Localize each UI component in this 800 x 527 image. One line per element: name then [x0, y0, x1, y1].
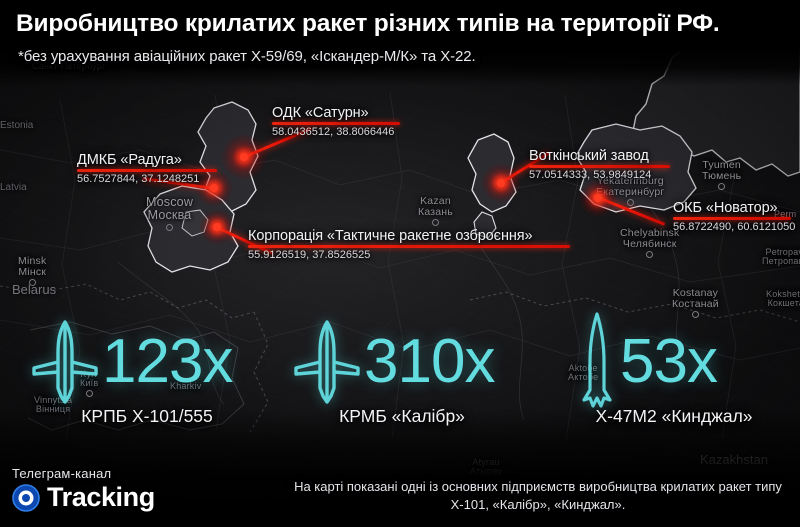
callout-coordinates: 57.0514333, 53.9849124 — [529, 169, 652, 181]
city-label: Kostanay Костанай — [672, 288, 719, 319]
callout-tactical[interactable]: Корпорація «Тактичне ракетне озброєння» … — [248, 228, 570, 261]
callout-raduga[interactable]: ДМКБ «Радуга» 56.7527844, 37.1248251 — [77, 152, 217, 185]
city-label: Kazan Казань — [418, 196, 453, 227]
city-label: Moscow Москва — [146, 196, 193, 231]
callout-votkinsk[interactable]: Воткінський завод 57.0514333, 53.9849124 — [529, 148, 670, 181]
callout-underline — [673, 217, 791, 220]
callout-underline — [77, 169, 217, 172]
city-label: Petropavl Петропавл — [762, 247, 800, 267]
tracking-eye-logo-icon — [12, 483, 40, 512]
callout-title: ДМКБ «Радуга» — [77, 152, 182, 168]
stat-kinzhal: 53x Х-47М2 «Кинджал» — [556, 312, 792, 428]
callout-title: ОДК «Сатурн» — [272, 105, 369, 121]
city-label: Yekaterinburg Екатеринбург — [596, 176, 664, 207]
callout-coordinates: 56.7527844, 37.1248251 — [77, 173, 200, 185]
telegram-channel-block[interactable]: Телеграм-канал Tracking — [12, 466, 155, 513]
footer-note: На карті показані одні із основних підпр… — [294, 479, 782, 512]
city-label: Aktobe Актобе — [568, 363, 599, 383]
telegram-channel-name: Tracking — [47, 482, 155, 512]
bottom-gradient-overlay — [0, 409, 800, 527]
stat-caption: КРПБ Х-101/555 — [81, 406, 213, 426]
city-label: Kokshetau Кокшетау — [766, 289, 800, 309]
cruise-missile-icon — [294, 320, 360, 404]
stat-kalibr: 310x КРМБ «Калібр» — [290, 318, 514, 428]
city-label: Perm — [774, 209, 797, 219]
callout-coordinates: 58.0436512, 38.8066446 — [272, 126, 395, 138]
top-gradient-overlay — [0, 0, 800, 86]
telegram-channel-label: Телеграм-канал — [12, 466, 112, 481]
city-label: Kharkiv — [170, 381, 202, 391]
city-label: Chelyabinsk Челябинск — [620, 228, 679, 259]
stat-kh101: 123x КРПБ Х-101/555 — [28, 318, 266, 428]
callout-title: ОКБ «Новатор» — [673, 200, 778, 216]
callout-saturn[interactable]: ОДК «Сатурн» 58.0436512, 38.8066446 — [272, 105, 400, 138]
city-label: Tyumen Тюмень — [702, 160, 741, 191]
region-label: Estonia — [0, 120, 34, 131]
stat-count: 310x — [364, 327, 495, 397]
callout-title: Воткінський завод — [529, 148, 649, 164]
statistics-row: 123x КРПБ Х-101/555 310x КРМБ «Калібр» — [0, 312, 800, 428]
stat-count: 53x — [620, 327, 718, 397]
callout-novator[interactable]: ОКБ «Новатор» 56.8722490, 60.6121050 — [673, 200, 795, 233]
callout-title: Корпорація «Тактичне ракетне озброєння» — [248, 228, 533, 244]
callout-underline — [529, 165, 670, 168]
callout-underline — [272, 122, 400, 125]
region-label: Belarus — [12, 282, 57, 297]
stat-count: 123x — [102, 327, 233, 397]
ballistic-missile-icon — [582, 312, 612, 408]
page-title: Виробництво крилатих ракет різних типів … — [16, 10, 720, 37]
page-subtitle: *без урахування авіаційних ракет Х-59/69… — [18, 48, 476, 65]
callout-underline — [248, 245, 570, 248]
callout-coordinates: 55.9126519, 37.8526525 — [248, 249, 371, 261]
callout-coordinates: 56.8722490, 60.6121050 — [673, 221, 796, 233]
city-label: Minsk Мінск — [18, 256, 46, 287]
cruise-missile-icon — [32, 320, 98, 404]
stat-caption: Х-47М2 «Кинджал» — [595, 406, 753, 426]
stat-caption: КРМБ «Калібр» — [339, 406, 465, 426]
region-label: Latvia — [0, 182, 27, 193]
